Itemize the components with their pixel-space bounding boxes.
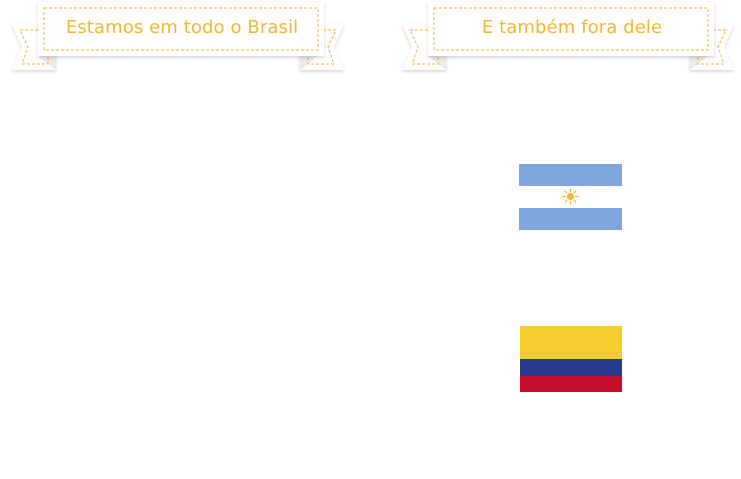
colombia-flag-icon <box>520 326 622 392</box>
argentina-flag-bottom-stripe <box>519 208 622 230</box>
ribbon-icon <box>12 2 344 70</box>
colombia-flag-red-band <box>520 376 622 392</box>
banner-abroad-title: E também fora dele <box>481 17 663 38</box>
banner-abroad: E também fora dele <box>398 0 738 72</box>
argentina-flag-icon <box>519 164 622 230</box>
argentina-flag-top-stripe <box>519 164 622 186</box>
banner-brazil: Estamos em todo o Brasil <box>8 0 348 72</box>
banner-brazil-title: Estamos em todo o Brasil <box>65 17 299 38</box>
colombia-flag-yellow-band <box>520 326 622 359</box>
ribbon-icon <box>402 2 734 70</box>
sun-icon <box>562 188 579 205</box>
colombia-flag-blue-band <box>520 359 622 376</box>
